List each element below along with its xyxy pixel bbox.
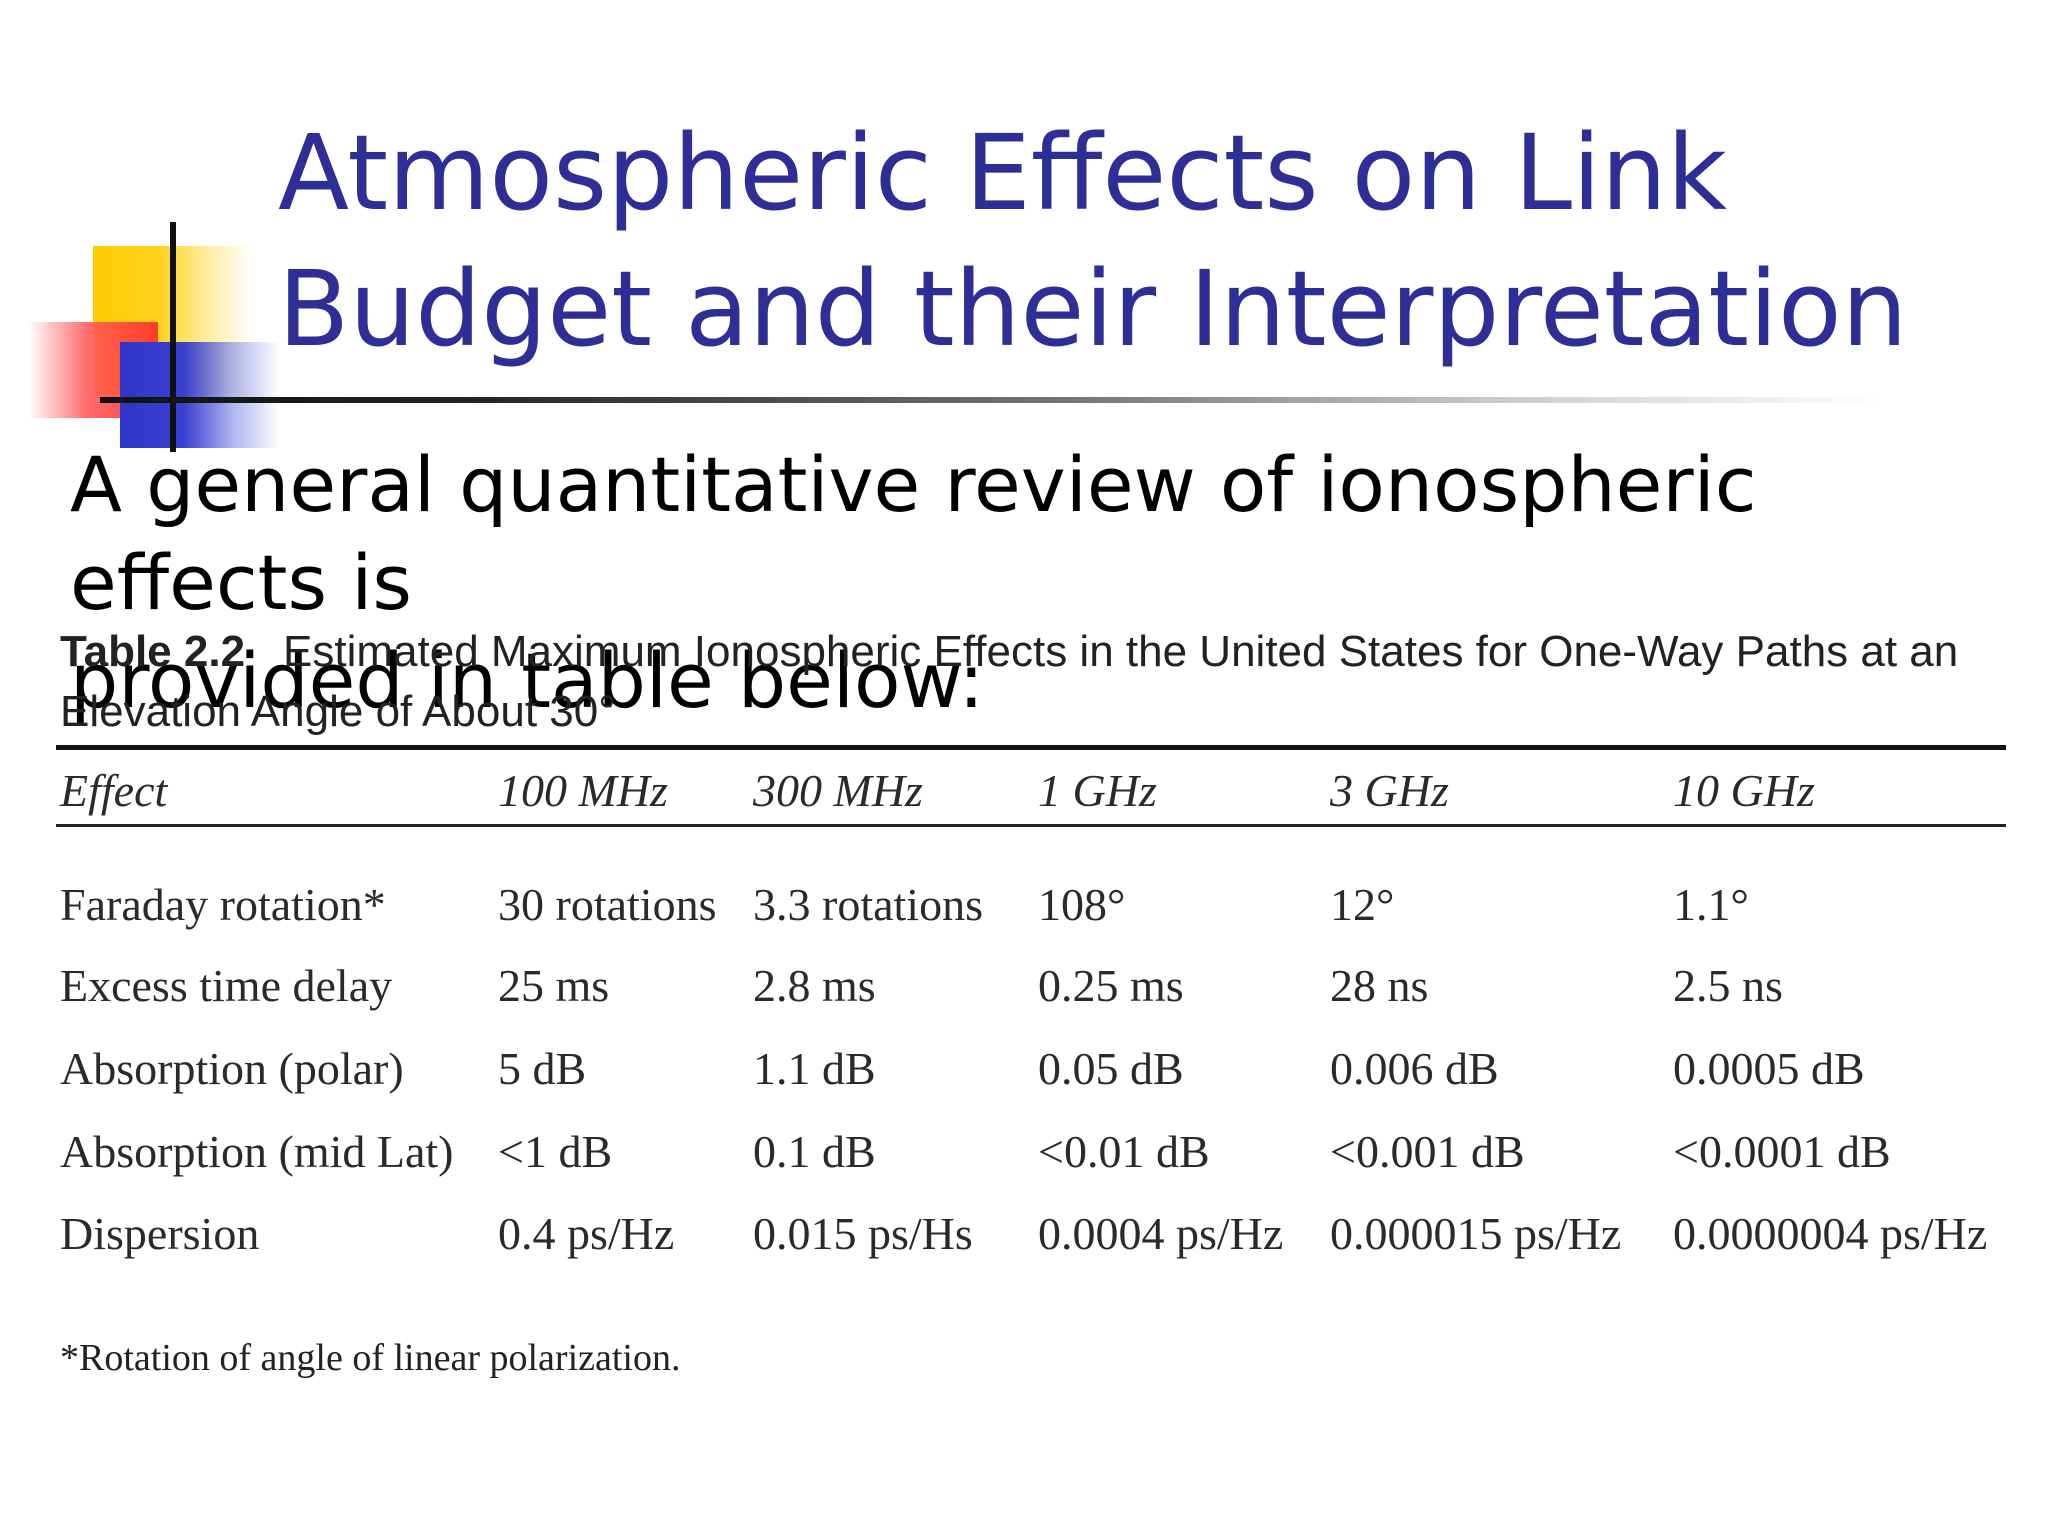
table-footnote: *Rotation of angle of linear polarizatio… [60, 1337, 681, 1379]
table-cell: 0.000015 ps/Hz [1330, 1208, 1622, 1259]
slide-title: Atmospheric Effects on Link Budget and t… [278, 112, 1908, 370]
table-cell: 0.1 dB [753, 1126, 876, 1177]
column-header: 1 GHz [1038, 764, 1157, 816]
table-cell: 0.05 dB [1038, 1043, 1184, 1094]
table-cell: <0.01 dB [1038, 1126, 1210, 1177]
table-cell: 108° [1038, 878, 1126, 930]
table-number: Table 2.2 [60, 627, 246, 676]
table-row: Faraday rotation* 30 rotations 3.3 rotat… [60, 824, 2013, 944]
intro-text: A general quantitative review of ionosph… [70, 440, 1757, 725]
table-row: Excess time delay 25 ms 2.8 ms 0.25 ms 2… [60, 944, 2013, 1027]
column-header: 10 GHz [1673, 764, 1815, 816]
table-cell: 0.015 ps/Hs [753, 1208, 973, 1259]
table-caption-text: Estimated Maximum Ionospheric Effects in… [60, 627, 1959, 736]
table-cell: <1 dB [498, 1126, 613, 1177]
table-row: Absorption (polar) 5 dB 1.1 dB 0.05 dB 0… [60, 1027, 2013, 1110]
ionospheric-effects-table: Effect 100 MHz 300 MHz 1 GHz 3 GHz 10 GH… [60, 756, 2013, 1284]
column-header: Effect [60, 764, 168, 816]
table-cell: Absorption (polar) [60, 1043, 404, 1094]
table-row: Dispersion 0.4 ps/Hz 0.015 ps/Hs 0.0004 … [60, 1193, 2013, 1284]
table-cell: 0.4 ps/Hz [498, 1208, 675, 1259]
table-cell: 2.8 ms [753, 960, 876, 1011]
table-cell: 5 dB [498, 1043, 587, 1094]
table-cell: Absorption (mid Lat) [60, 1126, 454, 1177]
table-cell: Faraday rotation* [60, 878, 386, 930]
column-header: 100 MHz [498, 764, 668, 816]
table-cell: 2.5 ns [1673, 960, 1783, 1011]
table-cell: 0.25 ms [1038, 960, 1184, 1011]
table-header-rule [56, 824, 2006, 827]
title-underline [100, 397, 1880, 403]
table-cell: 0.006 dB [1330, 1043, 1499, 1094]
table-cell: 3.3 rotations [753, 878, 983, 930]
table-cell: Excess time delay [60, 960, 393, 1011]
table-cell: 0.0004 ps/Hz [1038, 1208, 1284, 1259]
table-top-rule [56, 745, 2006, 750]
table-cell: 25 ms [498, 960, 610, 1011]
table-cell: 1.1 dB [753, 1043, 876, 1094]
table-row: Absorption (mid Lat) <1 dB 0.1 dB <0.01 … [60, 1110, 2013, 1193]
table-cell: 1.1° [1673, 878, 1749, 930]
table-cell: 30 rotations [498, 878, 717, 930]
decorative-blue-square [120, 342, 280, 448]
table-cell: 28 ns [1330, 960, 1429, 1011]
table-cell: Dispersion [60, 1208, 260, 1259]
table-caption: Table 2.2 Estimated Maximum Ionospheric E… [60, 622, 2020, 742]
table-header-row: Effect 100 MHz 300 MHz 1 GHz 3 GHz 10 GH… [60, 756, 2013, 824]
table-cell: 0.0000004 ps/Hz [1673, 1208, 1988, 1259]
column-header: 3 GHz [1330, 764, 1449, 816]
decorative-vertical-line [170, 222, 176, 452]
table-cell: <0.001 dB [1330, 1126, 1525, 1177]
table-cell: <0.0001 dB [1673, 1126, 1891, 1177]
table-cell: 12° [1330, 878, 1395, 930]
table-cell: 0.0005 dB [1673, 1043, 1865, 1094]
column-header: 300 MHz [753, 764, 923, 816]
